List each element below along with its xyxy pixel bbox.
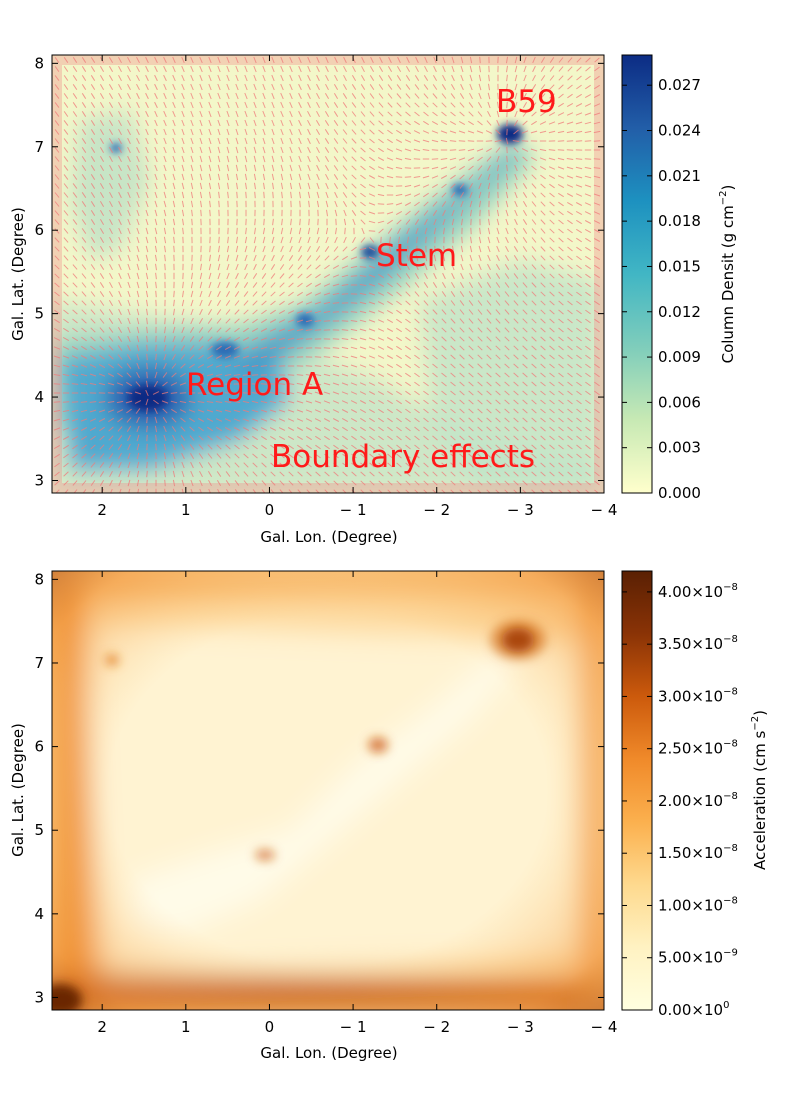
bottom-frame [51,570,605,1011]
colorbar-tick-label: 0.00×100 [658,1000,729,1019]
x-tick-label: 0 [265,501,275,519]
colorbar-tick-label: 0.018 [658,212,701,230]
top-colorbar-gradient [621,54,653,494]
bottom-hotspots [52,620,546,1010]
y-tick-label: 4 [34,905,44,923]
x-tick-label: − 1 [340,501,367,519]
top-heatmap [52,55,604,493]
x-tick-label: 0 [265,1018,275,1036]
top-b59-core [497,124,523,144]
top-left-clump [110,143,122,153]
x-tick-label: − 2 [423,501,450,519]
y-tick-label: 5 [34,305,44,323]
x-tick-label: − 4 [591,1018,618,1036]
top-right-diffuse [420,260,604,493]
bottom-colorbar-label-main: Acceleration [751,777,769,870]
y-tick-label: 6 [34,738,44,756]
y-tick-label: 6 [34,221,44,239]
y-tick-label: 5 [34,821,44,839]
colorbar-tick-label: 1.00×10−8 [658,895,738,914]
bottom-panel: 2 1 0 − 1 − 2 − 3 − 4 3 4 5 6 7 8 Gal. Lon. (Degree)… [9,570,769,1062]
bottom-region-a-hotspot [255,849,275,861]
colorbar-tick-label: 2.00×10−8 [658,791,738,810]
bottom-colorbar-label-exp: −2 [750,716,761,731]
top-stem-clump-2 [452,184,468,196]
top-colorbar-label-unit: (g cm [719,205,737,248]
colorbar-tick-label: 0.027 [658,76,701,94]
top-colorbar-label: Column Densit (g cm−2) [718,185,737,364]
colorbar-tick-label: 4.00×10−8 [658,582,738,601]
bottom-colorbar-label-close: ) [751,710,769,716]
bottom-colorbar-label: Acceleration (cm s−2) [750,710,769,870]
colorbar-tick-label: 3.00×10−8 [658,686,738,705]
bottom-colorbar-gradient [621,570,653,1011]
colorbar-tick-label: 3.50×10−8 [658,634,738,653]
x-tick-label: − 2 [423,1018,450,1036]
top-stem-ridge [230,140,520,375]
colorbar-tick-label: 5.00×10−9 [658,948,738,967]
x-tick-label: 1 [181,501,191,519]
x-tick-label: − 4 [591,501,618,519]
y-tick-label: 7 [34,138,44,156]
annotation-region-a: Region A [186,367,323,403]
bottom-heatmap [52,571,604,1010]
colorbar-tick-label: 0.006 [658,393,701,411]
bottom-colorbar: 0.00×100 5.00×10−9 1.00×10−8 1.50×10−8 2.00×… [621,570,769,1019]
annotation-boundary-effects: Boundary effects [271,439,535,475]
bottom-colorbar-ticks: 0.00×100 5.00×10−9 1.00×10−8 1.50×10−8 2.00×… [622,582,738,1019]
bottom-b59-halo [490,620,546,660]
top-frame [51,54,605,494]
x-tick-label: 2 [97,501,107,519]
top-vector-field [53,56,601,493]
annotation-stem: Stem [376,238,457,274]
top-axis-ticks: 2 1 0 − 1 − 2 − 3 − 4 3 4 5 6 7 8 [34,54,617,519]
x-tick-label: 1 [181,1018,191,1036]
top-edge-overlay [52,55,604,493]
top-colorbar: 0.000 0.003 0.006 0.009 0.012 0.015 0.018 0.021… [621,54,737,502]
top-colorbar-ticks: 0.000 0.003 0.006 0.009 0.012 0.015 0.018 0.021… [622,76,701,502]
top-x-axis-label: Gal. Lon. (Degree) [260,528,397,546]
y-tick-label: 8 [34,54,44,72]
top-dense-clumps [110,124,523,411]
bottom-stem-hotspot [368,737,388,753]
colorbar-tick-label: 0.000 [658,484,701,502]
x-tick-label: − 3 [507,501,534,519]
y-tick-label: 7 [34,654,44,672]
colorbar-tick-label: 0.024 [658,122,701,140]
x-tick-label: 2 [97,1018,107,1036]
top-stem-clump-3 [296,313,314,327]
colorbar-tick-label: 0.003 [658,439,701,457]
colorbar-tick-label: 0.012 [658,303,701,321]
bottom-x-axis-label: Gal. Lon. (Degree) [260,1044,397,1062]
x-tick-label: − 3 [507,1018,534,1036]
bottom-y-axis-label: Gal. Lat. (Degree) [9,723,27,857]
y-tick-label: 4 [34,388,44,406]
colorbar-tick-label: 2.50×10−8 [658,739,738,758]
top-colorbar-label-close: ) [719,185,737,191]
top-y-axis-label: Gal. Lat. (Degree) [9,207,27,341]
top-colorbar-label-exp: −2 [718,190,729,205]
y-tick-label: 8 [34,570,44,588]
colorbar-tick-label: 1.50×10−8 [658,843,738,862]
x-tick-label: − 1 [340,1018,367,1036]
bottom-left-hotspot [105,654,119,666]
top-region-a-east [211,342,239,358]
top-region-a-peak [128,385,168,411]
annotation-b59: B59 [496,84,557,120]
colorbar-tick-label: 0.015 [658,257,701,275]
colorbar-tick-label: 0.009 [658,348,701,366]
colorbar-tick-label: 0.021 [658,167,701,185]
y-tick-label: 3 [34,471,44,489]
top-colorbar-label-main: Column Densit [719,253,737,363]
y-tick-label: 3 [34,988,44,1006]
bottom-colorbar-label-unit: (cm s [751,730,769,771]
bottom-corner-hotspot [52,984,82,1010]
bottom-axis-ticks: 2 1 0 − 1 − 2 − 3 − 4 3 4 5 6 7 8 [34,570,617,1036]
